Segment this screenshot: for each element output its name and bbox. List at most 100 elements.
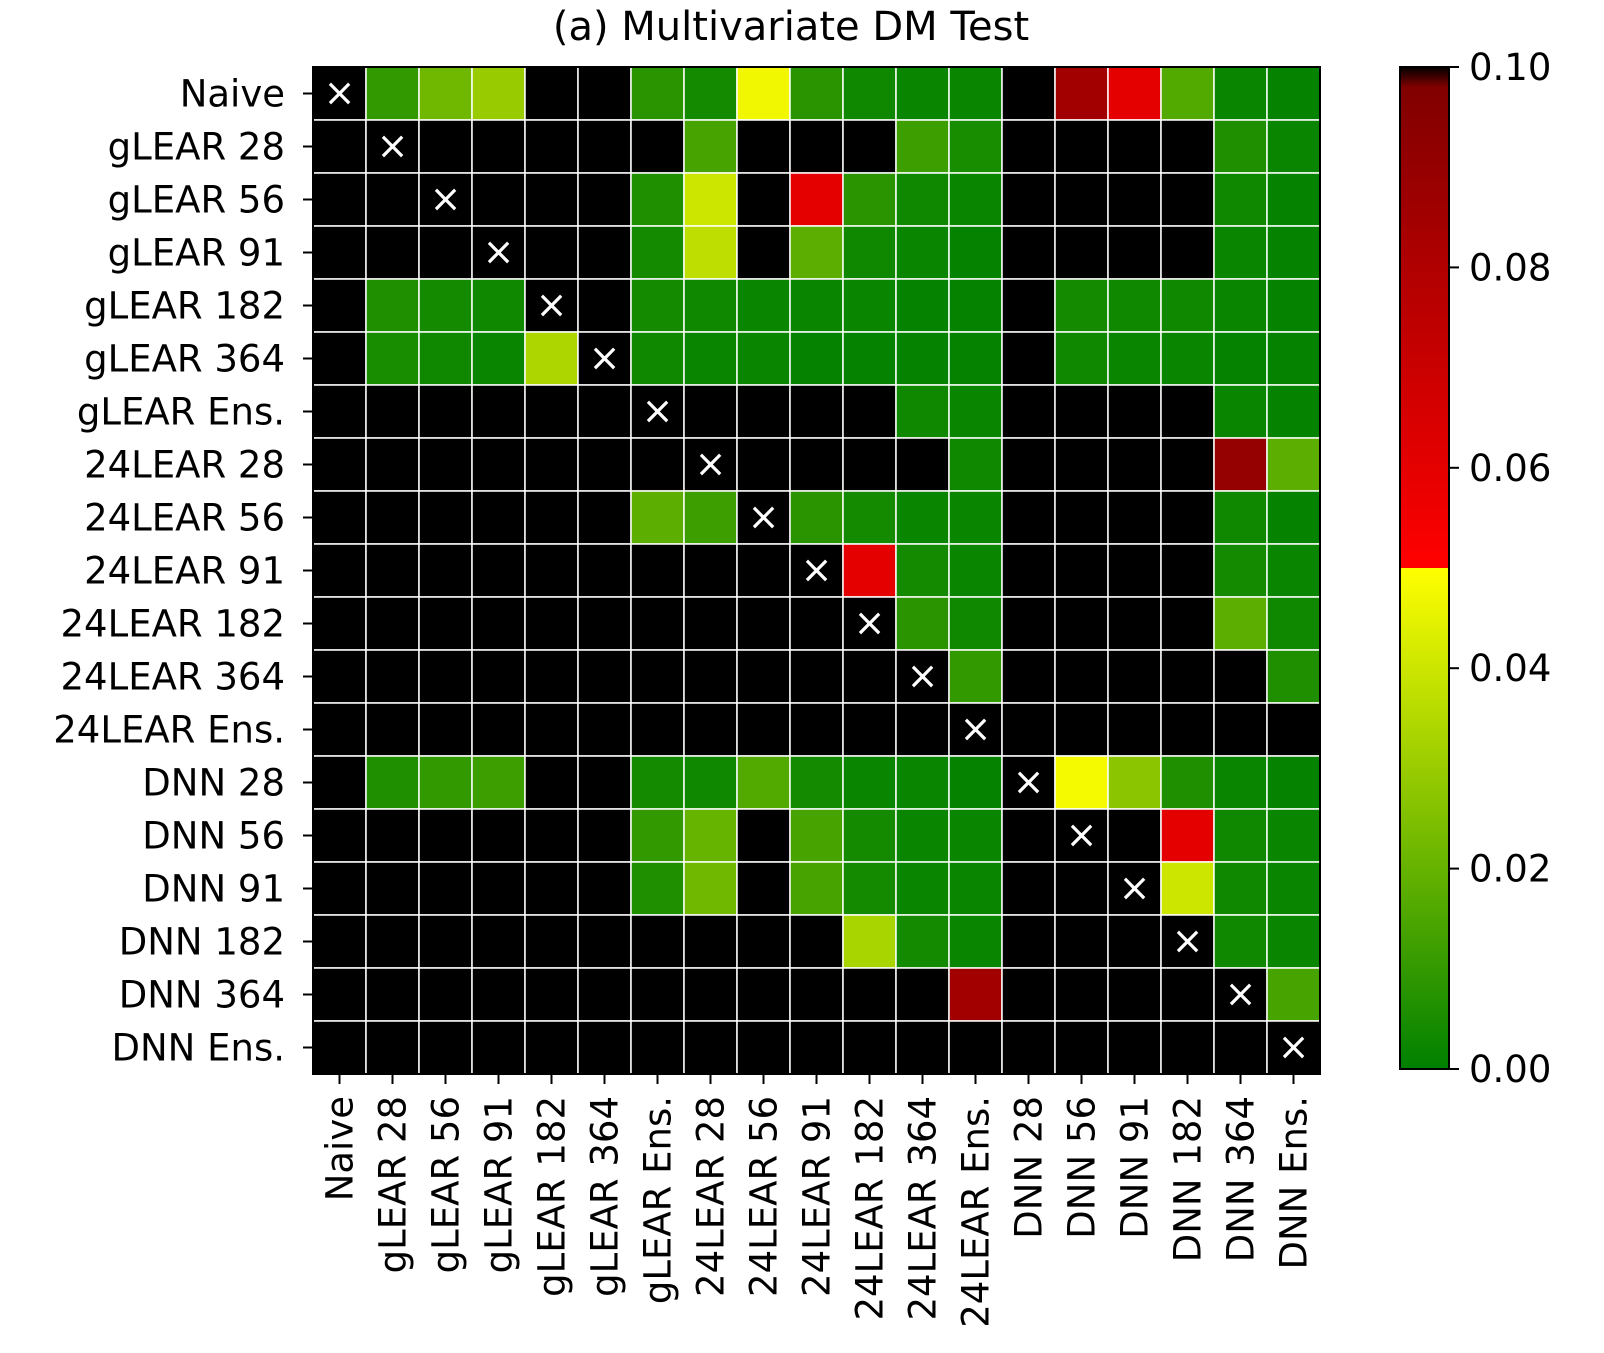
heatmap-cell [736,861,791,916]
heatmap-cell [630,967,685,1022]
heatmap-cell [630,543,685,598]
diagonal-marker: × [1278,1025,1310,1069]
heatmap-cell [365,331,420,386]
heatmap-cell [1160,914,1215,969]
y-tick-label: 24LEAR 364 [61,656,285,699]
x-tick-label: DNN Ens. [1273,1096,1316,1269]
heatmap-cell [577,66,632,121]
y-tick-label: DNN 28 [142,762,285,805]
heatmap-cell [842,702,897,757]
heatmap-cell [842,543,897,598]
heatmap-cell [789,702,844,757]
heatmap-cell [895,702,950,757]
heatmap-cell [736,1020,791,1075]
heatmap-cell [524,808,579,863]
colorbar: 0.00 0.02 0.04 0.06 0.08 0.10 [1399,46,1551,1091]
heatmap-cell [418,490,473,545]
heatmap-cell [1160,119,1215,174]
heatmap-cell [683,172,738,227]
heatmap-cell [1266,649,1321,704]
heatmap-cell [365,1020,420,1075]
x-tick-label: 24LEAR 364 [902,1096,945,1320]
heatmap-cell [312,490,367,545]
diagonal-marker: × [589,336,621,380]
heatmap-cell [524,596,579,651]
heatmap-cell [842,331,897,386]
heatmap-cell [842,437,897,492]
heatmap-cell [842,1020,897,1075]
heatmap-cell [1107,543,1162,598]
heatmap-cell [842,914,897,969]
y-tick-label: gLEAR 91 [108,232,285,275]
heatmap-cell [418,702,473,757]
y-tick-label: 24LEAR Ens. [53,709,285,752]
heatmap-cell [895,172,950,227]
heatmap-cell [1001,861,1056,916]
heatmap-cell [1001,808,1056,863]
x-tick-label: DNN 56 [1061,1096,1104,1239]
diagonal-marker: × [801,548,833,592]
heatmap-cell [1160,225,1215,280]
diagonal-marker: × [1013,760,1045,804]
heatmap-cell [1001,384,1056,439]
diagonal-marker: × [1066,813,1098,857]
heatmap-cell [683,596,738,651]
heatmap-cell [418,861,473,916]
heatmap-cell [842,755,897,810]
heatmap-cell [577,384,632,439]
heatmap-cell [365,861,420,916]
heatmap-cell [1054,172,1109,227]
heatmap-cell [1160,66,1215,121]
heatmap-cell [312,702,367,757]
heatmap-cell [1001,66,1056,121]
heatmap-cell [736,543,791,598]
heatmap-cell [1160,1020,1215,1075]
heatmap-cell [1213,384,1268,439]
heatmap-cell [736,755,791,810]
diagonal-marker: × [907,654,939,698]
heatmap-cell [418,119,473,174]
heatmap-cell [1001,702,1056,757]
heatmap-cell [418,649,473,704]
heatmap-cell [948,119,1003,174]
heatmap-cell [948,437,1003,492]
x-tick-label: gLEAR 91 [478,1096,521,1273]
heatmap-cell [1160,967,1215,1022]
heatmap-cell [630,649,685,704]
y-tick-label: gLEAR Ens. [77,391,285,434]
heatmap-cell [1213,649,1268,704]
heatmap-cell [312,967,367,1022]
heatmap-cell [736,331,791,386]
heatmap-cell [789,914,844,969]
heatmap-cell [1054,225,1109,280]
heatmap-cell [1107,331,1162,386]
heatmap-cell [1266,172,1321,227]
heatmap-cell [365,172,420,227]
y-tick-label: DNN 91 [142,868,285,911]
heatmap-cell [1001,914,1056,969]
heatmap-cell [683,649,738,704]
heatmap-cell [683,914,738,969]
heatmap-cell [312,225,367,280]
heatmap-cell [471,543,526,598]
heatmap-cell [683,119,738,174]
heatmap-cell [524,1020,579,1075]
colorbar-gradient [1399,66,1450,1070]
heatmap-cell [789,1020,844,1075]
heatmap-cell [789,384,844,439]
heatmap-cell [418,225,473,280]
heatmap-cell [736,278,791,333]
heatmap-cell [1054,278,1109,333]
heatmap-cell [895,119,950,174]
heatmap-cell [577,225,632,280]
heatmap-cell [1213,119,1268,174]
heatmap-cell [736,119,791,174]
heatmap-cell [1160,649,1215,704]
y-tick-label: DNN 364 [119,974,285,1017]
heatmap-cell [842,172,897,227]
heatmap-cell [683,967,738,1022]
heatmap-cell [524,543,579,598]
heatmap-cell [630,278,685,333]
heatmap-cell [577,808,632,863]
